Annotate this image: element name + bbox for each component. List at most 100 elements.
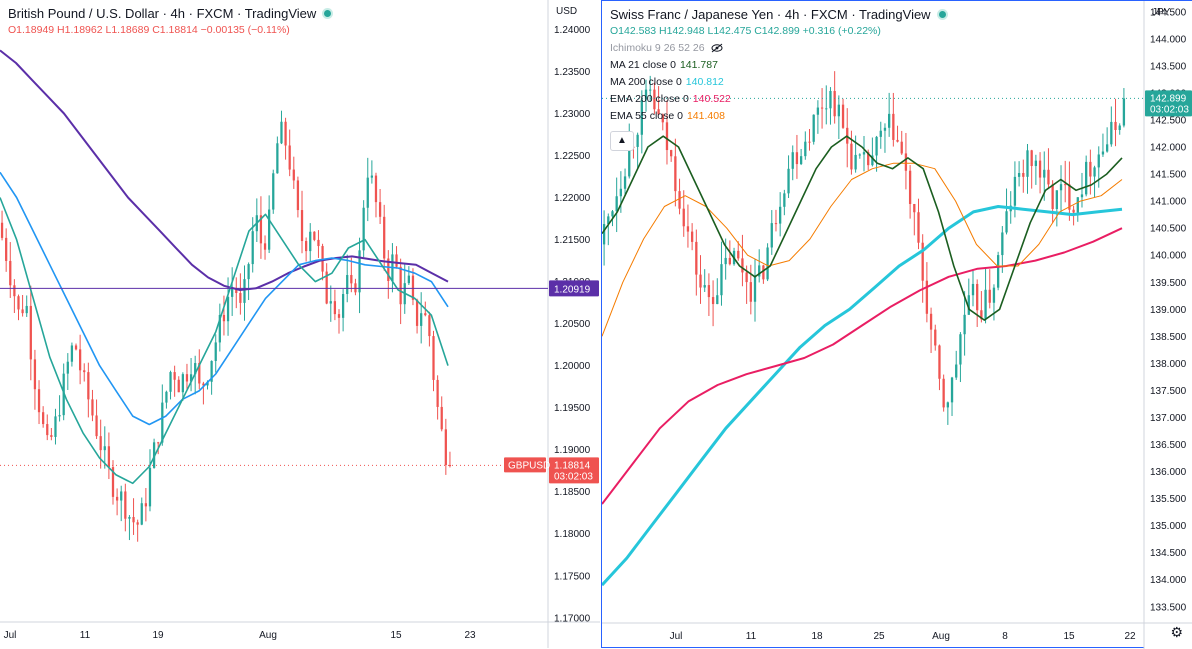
candle-down xyxy=(42,412,45,425)
market-status-icon[interactable] xyxy=(322,8,334,19)
price-tick-label: 141.000 xyxy=(1150,197,1187,208)
candle-down xyxy=(690,231,694,242)
candle-down xyxy=(653,89,656,110)
chfjpy-chart[interactable]: 144.500144.000143.500143.000142.500142.0… xyxy=(602,1,1192,649)
gear-icon[interactable]: ⚙ xyxy=(1170,624,1183,640)
price-tick-label: 1.23500 xyxy=(554,67,591,78)
candle-down xyxy=(707,285,711,298)
indicator-ma200[interactable]: MA 200 close 0 140.812 xyxy=(610,76,948,88)
candle-down xyxy=(1064,184,1067,186)
currency-label: JPY xyxy=(1152,7,1171,18)
candle-down xyxy=(50,435,53,437)
candle-up xyxy=(66,361,69,374)
candle-up xyxy=(703,285,706,288)
candle-up xyxy=(946,402,949,408)
candle-up xyxy=(829,90,832,109)
candle-down xyxy=(5,237,8,261)
candle-up xyxy=(883,127,887,131)
indicator-ma21[interactable]: MA 21 close 0 141.787 xyxy=(610,59,948,71)
ma21-line xyxy=(602,135,1123,321)
candle-down xyxy=(411,275,415,300)
symbol-badge xyxy=(504,457,546,473)
gbpusd-chart[interactable]: 1.24000 1.23500 1.23000 1.22500 1.22000 1.215… xyxy=(0,0,600,648)
price-tick-label: 1.20000 xyxy=(554,361,591,372)
price-tick-label: 140.000 xyxy=(1150,251,1187,262)
price-tick-label: 136.000 xyxy=(1150,467,1187,478)
candle-down xyxy=(1051,184,1054,210)
candle-up xyxy=(770,223,773,248)
last-price-text: 1.18814 xyxy=(554,460,591,471)
eye-off-icon[interactable] xyxy=(711,43,723,53)
hline-price-badge xyxy=(549,280,599,297)
candle-down xyxy=(144,503,148,507)
candle-up xyxy=(346,274,349,295)
collapse-legend-button[interactable]: ▲ xyxy=(610,131,634,151)
indicator-ma21-value: 141.787 xyxy=(679,59,718,71)
candle-down xyxy=(83,370,86,373)
candle-down xyxy=(350,274,353,284)
candle-down xyxy=(1114,121,1117,130)
indicator-ichimoku[interactable]: Ichimoku 9 26 52 26 xyxy=(610,42,948,54)
candle-up xyxy=(120,491,123,501)
candle-up xyxy=(366,177,369,208)
candle-down xyxy=(46,424,49,436)
candle-down xyxy=(17,296,20,310)
candle-down xyxy=(29,305,32,360)
candle-up xyxy=(1101,151,1105,155)
indicator-ma200-value: 140.812 xyxy=(685,76,724,88)
candle-down xyxy=(337,314,341,318)
candle-down xyxy=(665,122,669,151)
candle-down xyxy=(867,152,870,166)
price-tick-label: 140.500 xyxy=(1150,224,1187,235)
time-tick-label: 11 xyxy=(80,630,91,641)
price-tick-label: 1.24000 xyxy=(554,25,591,36)
candle-up xyxy=(804,141,807,157)
candle-down xyxy=(399,266,402,305)
candle-up xyxy=(971,283,975,296)
market-status-icon[interactable] xyxy=(936,9,948,20)
candle-down xyxy=(741,258,744,273)
hline-price-text: 1.20919 xyxy=(554,284,591,295)
candle-up xyxy=(787,168,790,194)
candle-up xyxy=(370,175,374,178)
candle-down xyxy=(304,241,308,252)
candle-down xyxy=(415,299,419,326)
candle-down xyxy=(929,313,933,330)
indicator-ma200-label: MA 200 close 0 xyxy=(610,76,682,88)
indicator-ema55[interactable]: EMA 55 close 0 141.408 xyxy=(610,110,948,122)
price-tick-label: 137.000 xyxy=(1150,413,1187,424)
gbpusd-chart-pane[interactable]: 1.24000 1.23500 1.23000 1.22500 1.22000 1.215… xyxy=(0,0,600,648)
price-tick-label: 1.18500 xyxy=(554,487,591,498)
candle-down xyxy=(313,231,316,240)
candle-up xyxy=(1093,167,1096,177)
candle-down xyxy=(173,372,176,380)
candle-down xyxy=(682,208,685,227)
candle-down xyxy=(78,349,82,371)
indicator-ema200-label: EMA 200 close 0 xyxy=(610,93,689,105)
candle-up xyxy=(25,305,28,314)
price-tick-label: 138.000 xyxy=(1150,359,1187,370)
candle-down xyxy=(934,329,937,346)
candle-up xyxy=(1076,197,1079,213)
candle-down xyxy=(976,283,979,311)
candle-up xyxy=(194,363,197,375)
candle-down xyxy=(699,274,702,288)
candle-up xyxy=(619,188,623,197)
candle-down xyxy=(925,280,929,314)
candle-down xyxy=(395,254,398,267)
candle-up xyxy=(791,152,794,169)
time-tick-label: 22 xyxy=(1124,631,1136,642)
indicator-ma21-label: MA 21 close 0 xyxy=(610,59,676,71)
candle-up xyxy=(169,372,172,392)
price-tick-label: 142.500 xyxy=(1150,115,1187,126)
indicator-ema200[interactable]: EMA 200 close 0 140.522 xyxy=(610,93,948,105)
candle-up xyxy=(1005,211,1008,233)
candle-up xyxy=(407,275,410,284)
candle-up xyxy=(272,173,275,210)
candle-up xyxy=(231,288,234,297)
moving-average-slow xyxy=(0,49,449,291)
candle-down xyxy=(1089,161,1092,177)
candle-down xyxy=(670,150,673,157)
chfjpy-chart-pane[interactable]: 144.500144.000143.500143.000142.500142.0… xyxy=(601,0,1192,649)
candle-up xyxy=(1055,190,1058,210)
